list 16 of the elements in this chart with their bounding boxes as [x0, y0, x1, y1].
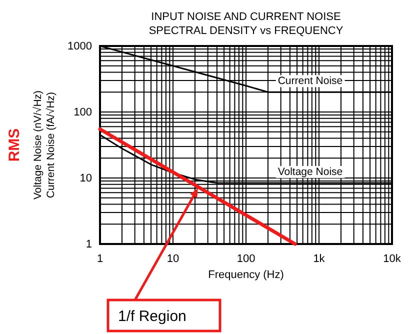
y-tick-label: 10: [80, 172, 92, 185]
chart-title: INPUT NOISE AND CURRENT NOISE SPECTRAL DENSITY vs FREQUENCY: [148, 11, 344, 37]
x-tick-label: 100: [236, 252, 256, 265]
x-tick-label: 10k: [383, 252, 402, 265]
x-tick-label: 1k: [313, 252, 326, 265]
y-tick-label: 1000: [68, 40, 92, 53]
x-axis-title: Frequency (Hz): [208, 269, 284, 281]
y-tick-label: 100: [74, 106, 92, 119]
text: RMS: [6, 128, 23, 162]
series-label: Voltage Noise: [278, 166, 343, 178]
x-tick-label: 1: [96, 252, 104, 265]
y-tick-label: 1: [86, 238, 92, 251]
annotation: 1/f Region: [118, 308, 186, 325]
x-tick-label: 10: [166, 252, 180, 265]
y-axis-title: Voltage Noise (nV/√Hz) Current Noise (fA/√Hz): [32, 90, 57, 200]
series-label: Current Noise: [278, 75, 343, 88]
